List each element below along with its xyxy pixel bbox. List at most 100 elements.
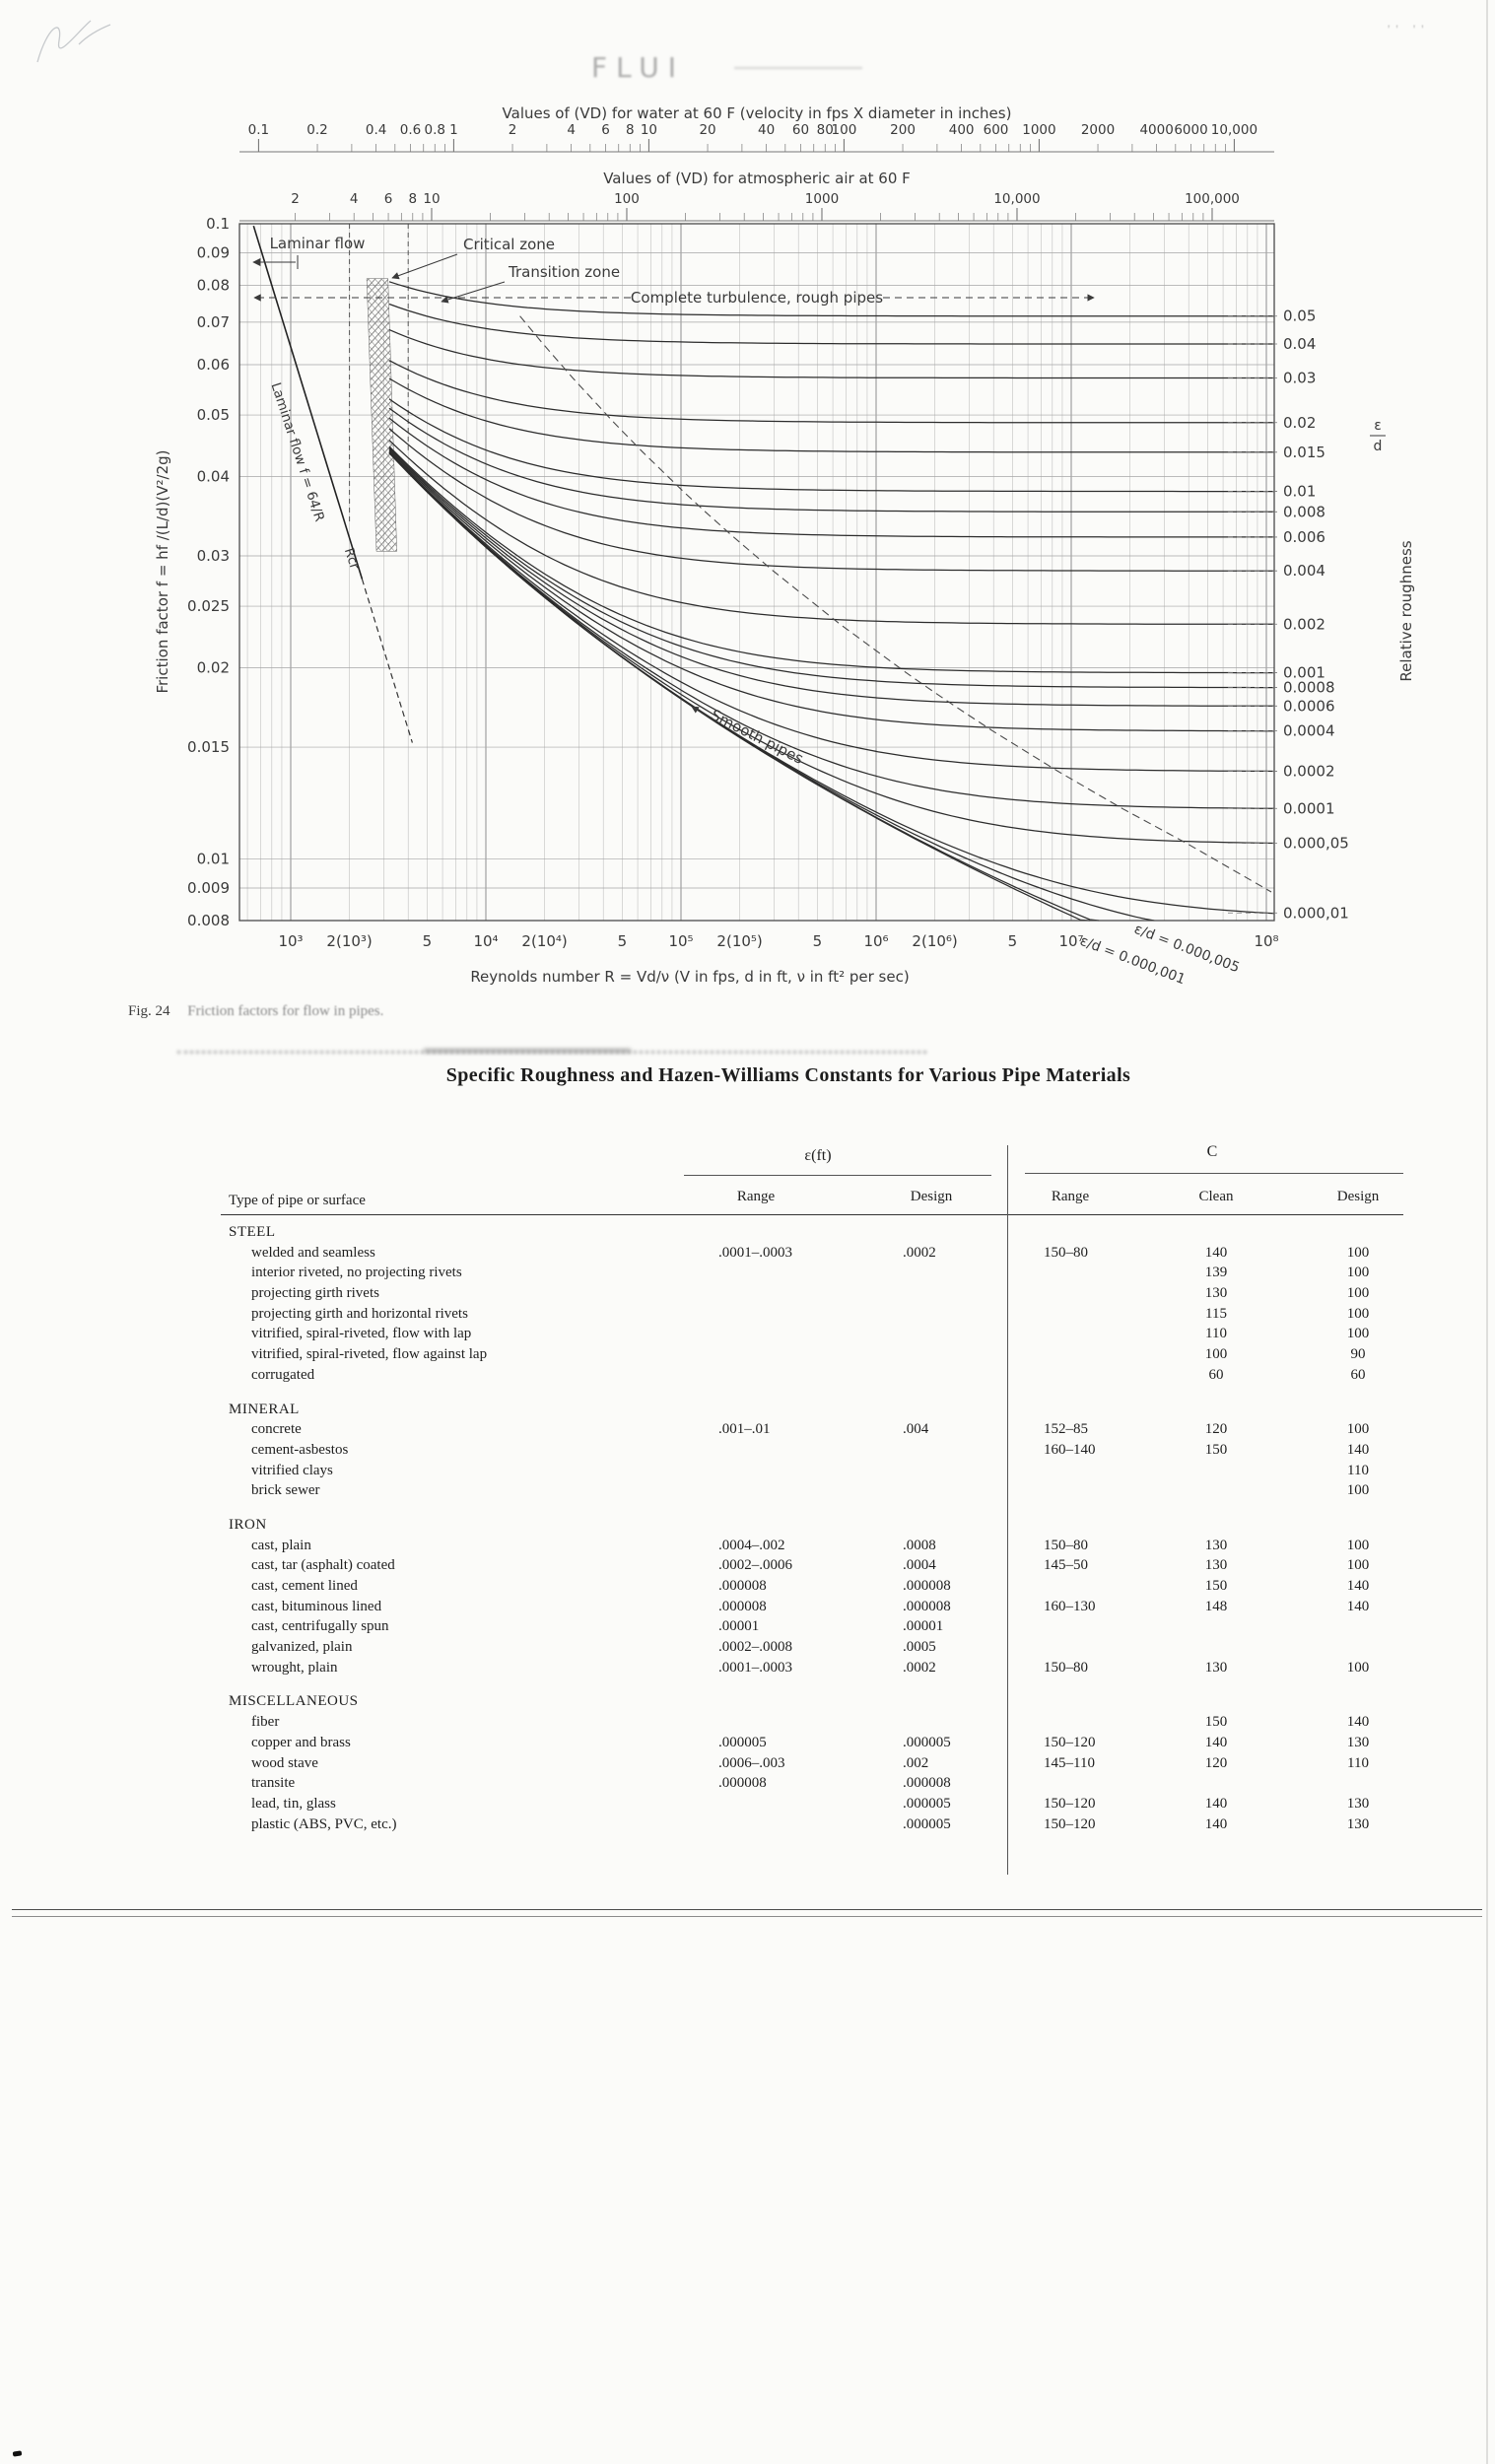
svg-text:0.0008: 0.0008 [1283, 679, 1335, 697]
eps-range-value: .0002–.0006 [718, 1557, 792, 1574]
pipe-type-label: vitrified, spiral-riveted, flow with lap [251, 1326, 472, 1342]
table-row: interior riveted, no projecting rivets 13… [221, 1263, 1403, 1283]
svg-text:0.009: 0.009 [187, 879, 230, 897]
eps-range-value: .00001 [718, 1618, 760, 1635]
eps-design-value: .0004 [903, 1557, 936, 1574]
svg-text:Transition zone: Transition zone [508, 263, 620, 281]
eps-design-value: .0002 [903, 1659, 936, 1676]
svg-text:1000: 1000 [805, 191, 839, 207]
table-group-row: IRON [221, 1515, 1403, 1536]
svg-text:200: 200 [890, 122, 916, 138]
svg-text:0.01: 0.01 [197, 851, 230, 868]
table-body: STEEL welded and seamless .0001–.0003 .0002… [221, 1208, 1403, 1834]
svg-text:Relative roughness: Relative roughness [1397, 540, 1415, 681]
c-clean-value: 120 [1204, 1421, 1228, 1438]
eps-design-value: .0008 [903, 1537, 936, 1553]
svg-text:0.1: 0.1 [248, 122, 269, 138]
svg-text:8: 8 [408, 191, 417, 207]
eps-header-rule [684, 1175, 991, 1176]
c-design-value: 110 [1347, 1754, 1369, 1771]
svg-text:Friction factor f = hf /(L/d)(: Friction factor f = hf /(L/d)(V²/2g) [154, 449, 171, 693]
table-row: projecting girth rivets 130 100 [221, 1283, 1403, 1304]
svg-text:0.000,01: 0.000,01 [1283, 904, 1349, 922]
svg-text:100: 100 [832, 122, 857, 138]
table-group: IRON cast, plain .0004–.002 .0008 150–80 130 1… [221, 1515, 1403, 1678]
col-header-eps-range: Range [736, 1189, 776, 1204]
roughness-curves [388, 281, 1274, 922]
table-row: brick sewer 100 [221, 1480, 1403, 1501]
pipe-type-label: plastic (ABS, PVC, etc.) [251, 1815, 397, 1832]
eps-design-value: .0002 [903, 1244, 936, 1261]
svg-text:10³: 10³ [278, 932, 303, 950]
svg-text:0.000,05: 0.000,05 [1283, 834, 1349, 852]
c-design-value: 100 [1346, 1326, 1370, 1342]
svg-text:0.2: 0.2 [306, 122, 327, 138]
eps-range-value: .0001–.0003 [718, 1244, 792, 1261]
eps-range-value: .000008 [718, 1578, 767, 1594]
pipe-type-label: cast, plain [251, 1537, 311, 1553]
svg-text:0.0001: 0.0001 [1283, 799, 1335, 817]
scan-edge-artifact [1486, 0, 1488, 2464]
svg-text:40: 40 [758, 122, 775, 138]
eps-range-value: .0004–.002 [718, 1537, 785, 1553]
svg-text:Reynolds number R = Vd/ν (V i: Reynolds number R = Vd/ν (V in fps, d in… [470, 968, 909, 986]
svg-text:100,000: 100,000 [1185, 191, 1240, 207]
svg-text:10⁷: 10⁷ [1058, 932, 1083, 950]
svg-text:1: 1 [449, 122, 458, 138]
svg-text:0.8: 0.8 [424, 122, 444, 138]
eps-design-value: .002 [903, 1754, 929, 1771]
c-column-group-header: C [1206, 1143, 1218, 1160]
table-column-divider [1007, 1145, 1008, 1875]
c-design-value: 130 [1346, 1795, 1370, 1812]
table-row: transite .000008 .000008 [221, 1773, 1403, 1794]
svg-text:600: 600 [984, 122, 1009, 138]
c-design-value: 100 [1346, 1305, 1370, 1322]
svg-text:0.07: 0.07 [197, 313, 230, 331]
svg-text:10⁶: 10⁶ [863, 932, 888, 950]
pipe-type-label: cement-asbestos [251, 1441, 349, 1458]
c-clean-value: 100 [1204, 1346, 1228, 1363]
table-group-row: STEEL [221, 1222, 1403, 1243]
scan-smudge-dark [424, 1049, 631, 1053]
svg-text:Values of (VD) for atmospheric: Values of (VD) for atmospheric air at 60… [603, 170, 911, 187]
svg-text:4000: 4000 [1139, 122, 1173, 138]
eps-design-value: .00001 [903, 1618, 944, 1635]
eps-range-value: .0006–.003 [718, 1754, 785, 1771]
svg-text:2(10⁵): 2(10⁵) [716, 932, 762, 950]
table-row: cast, bituminous lined .000008 .000008 160–… [221, 1597, 1403, 1617]
pipe-type-label: brick sewer [251, 1482, 320, 1499]
pipe-type-label: wrought, plain [251, 1659, 338, 1676]
table-row: cast, tar (asphalt) coated .0002–.0006 .00… [221, 1555, 1403, 1576]
c-clean-value: 139 [1204, 1265, 1228, 1281]
svg-text:0.4: 0.4 [366, 122, 386, 138]
pipe-type-label: interior riveted, no projecting rivets [251, 1265, 462, 1281]
c-design-value: 140 [1346, 1714, 1370, 1731]
c-range-value: 152–85 [1044, 1421, 1088, 1438]
moody-chart: Values of (VD) for water at 60 F (veloci… [154, 104, 1415, 988]
plot-border [238, 223, 1275, 922]
c-clean-value: 130 [1204, 1659, 1228, 1676]
svg-text:0.04: 0.04 [1283, 335, 1316, 353]
c-clean-value: 120 [1204, 1754, 1228, 1771]
bottom-rule-1 [12, 1909, 1482, 1910]
svg-text:0.6: 0.6 [400, 122, 421, 138]
pipe-type-label: transite [251, 1775, 296, 1792]
c-clean-value: 150 [1204, 1714, 1228, 1731]
svg-text:0.05: 0.05 [197, 406, 230, 424]
svg-text:Rcr: Rcr [341, 546, 362, 572]
pipe-type-label: IRON [229, 1516, 267, 1533]
turbulence-boundary [519, 315, 1272, 893]
figure-caption: Fig. 24 Friction factors for flow in pip… [128, 1003, 383, 1020]
c-range-value: 145–110 [1044, 1754, 1095, 1771]
svg-text:0.1: 0.1 [206, 215, 230, 233]
c-clean-value: 110 [1205, 1326, 1227, 1342]
c-clean-value: 150 [1204, 1578, 1228, 1594]
svg-text:0.05: 0.05 [1283, 308, 1316, 325]
svg-text:ε: ε [1374, 418, 1382, 434]
svg-text:10,000: 10,000 [993, 191, 1040, 207]
ghost-header-text: FLUI [591, 51, 686, 84]
svg-text:0.02: 0.02 [197, 659, 230, 677]
pipe-materials-table: ε(ft) C Range Design Range Clean Design … [221, 1143, 1403, 1878]
svg-text:2000: 2000 [1081, 122, 1115, 138]
